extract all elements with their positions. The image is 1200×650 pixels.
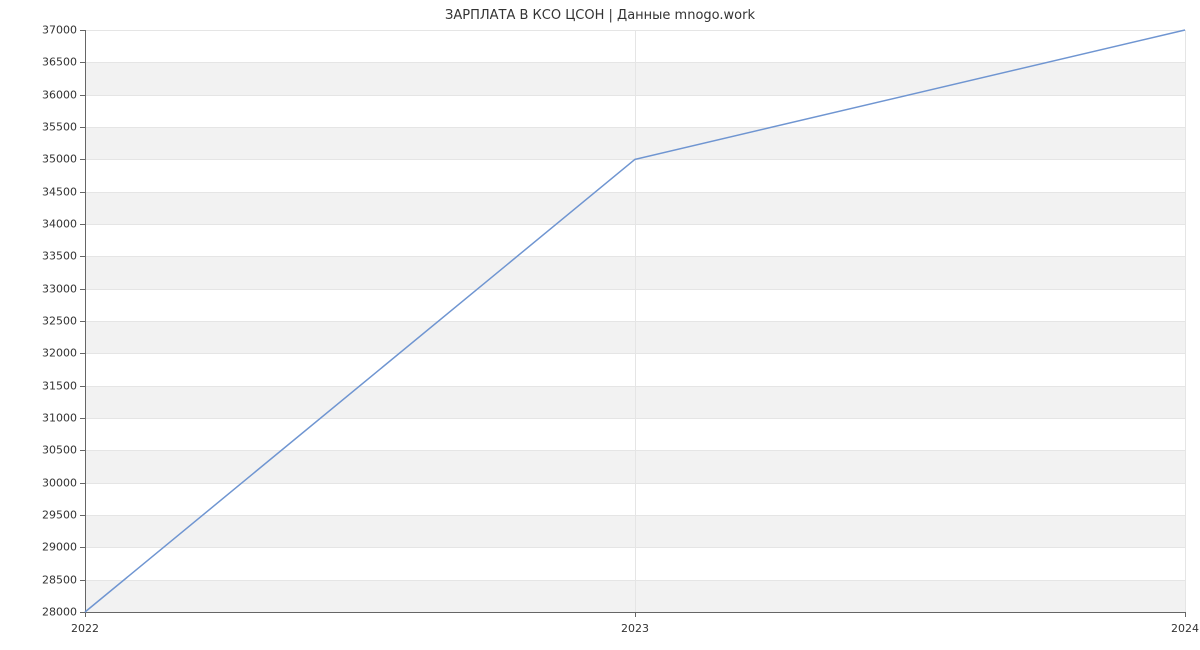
- y-tick-label: 30000: [35, 476, 77, 489]
- y-tick-label: 30500: [35, 444, 77, 457]
- y-tick-label: 29000: [35, 541, 77, 554]
- x-tick-label: 2022: [71, 622, 99, 635]
- y-tick-label: 29500: [35, 509, 77, 522]
- y-tick-label: 31000: [35, 412, 77, 425]
- y-tick-label: 34500: [35, 185, 77, 198]
- y-tick-label: 28500: [35, 573, 77, 586]
- y-tick-label: 35500: [35, 121, 77, 134]
- plot-area: 2800028500290002950030000305003100031500…: [85, 30, 1185, 612]
- y-tick-label: 35000: [35, 153, 77, 166]
- series-line: [85, 30, 1185, 612]
- y-tick-label: 34000: [35, 218, 77, 231]
- x-tick-label: 2023: [621, 622, 649, 635]
- y-tick-label: 33500: [35, 250, 77, 263]
- y-tick-label: 36000: [35, 88, 77, 101]
- y-tick-label: 33000: [35, 282, 77, 295]
- x-tick: [1185, 612, 1186, 617]
- y-tick-label: 31500: [35, 379, 77, 392]
- y-tick-label: 37000: [35, 24, 77, 37]
- y-tick-label: 36500: [35, 56, 77, 69]
- x-tick: [85, 612, 86, 617]
- y-tick-label: 32500: [35, 315, 77, 328]
- y-tick-label: 28000: [35, 606, 77, 619]
- gridline-vertical: [1185, 30, 1186, 612]
- y-tick-label: 32000: [35, 347, 77, 360]
- series-layer: [85, 30, 1185, 612]
- x-tick: [635, 612, 636, 617]
- x-tick-label: 2024: [1171, 622, 1199, 635]
- chart-title: ЗАРПЛАТА В КСО ЦСОН | Данные mnogo.work: [0, 8, 1200, 23]
